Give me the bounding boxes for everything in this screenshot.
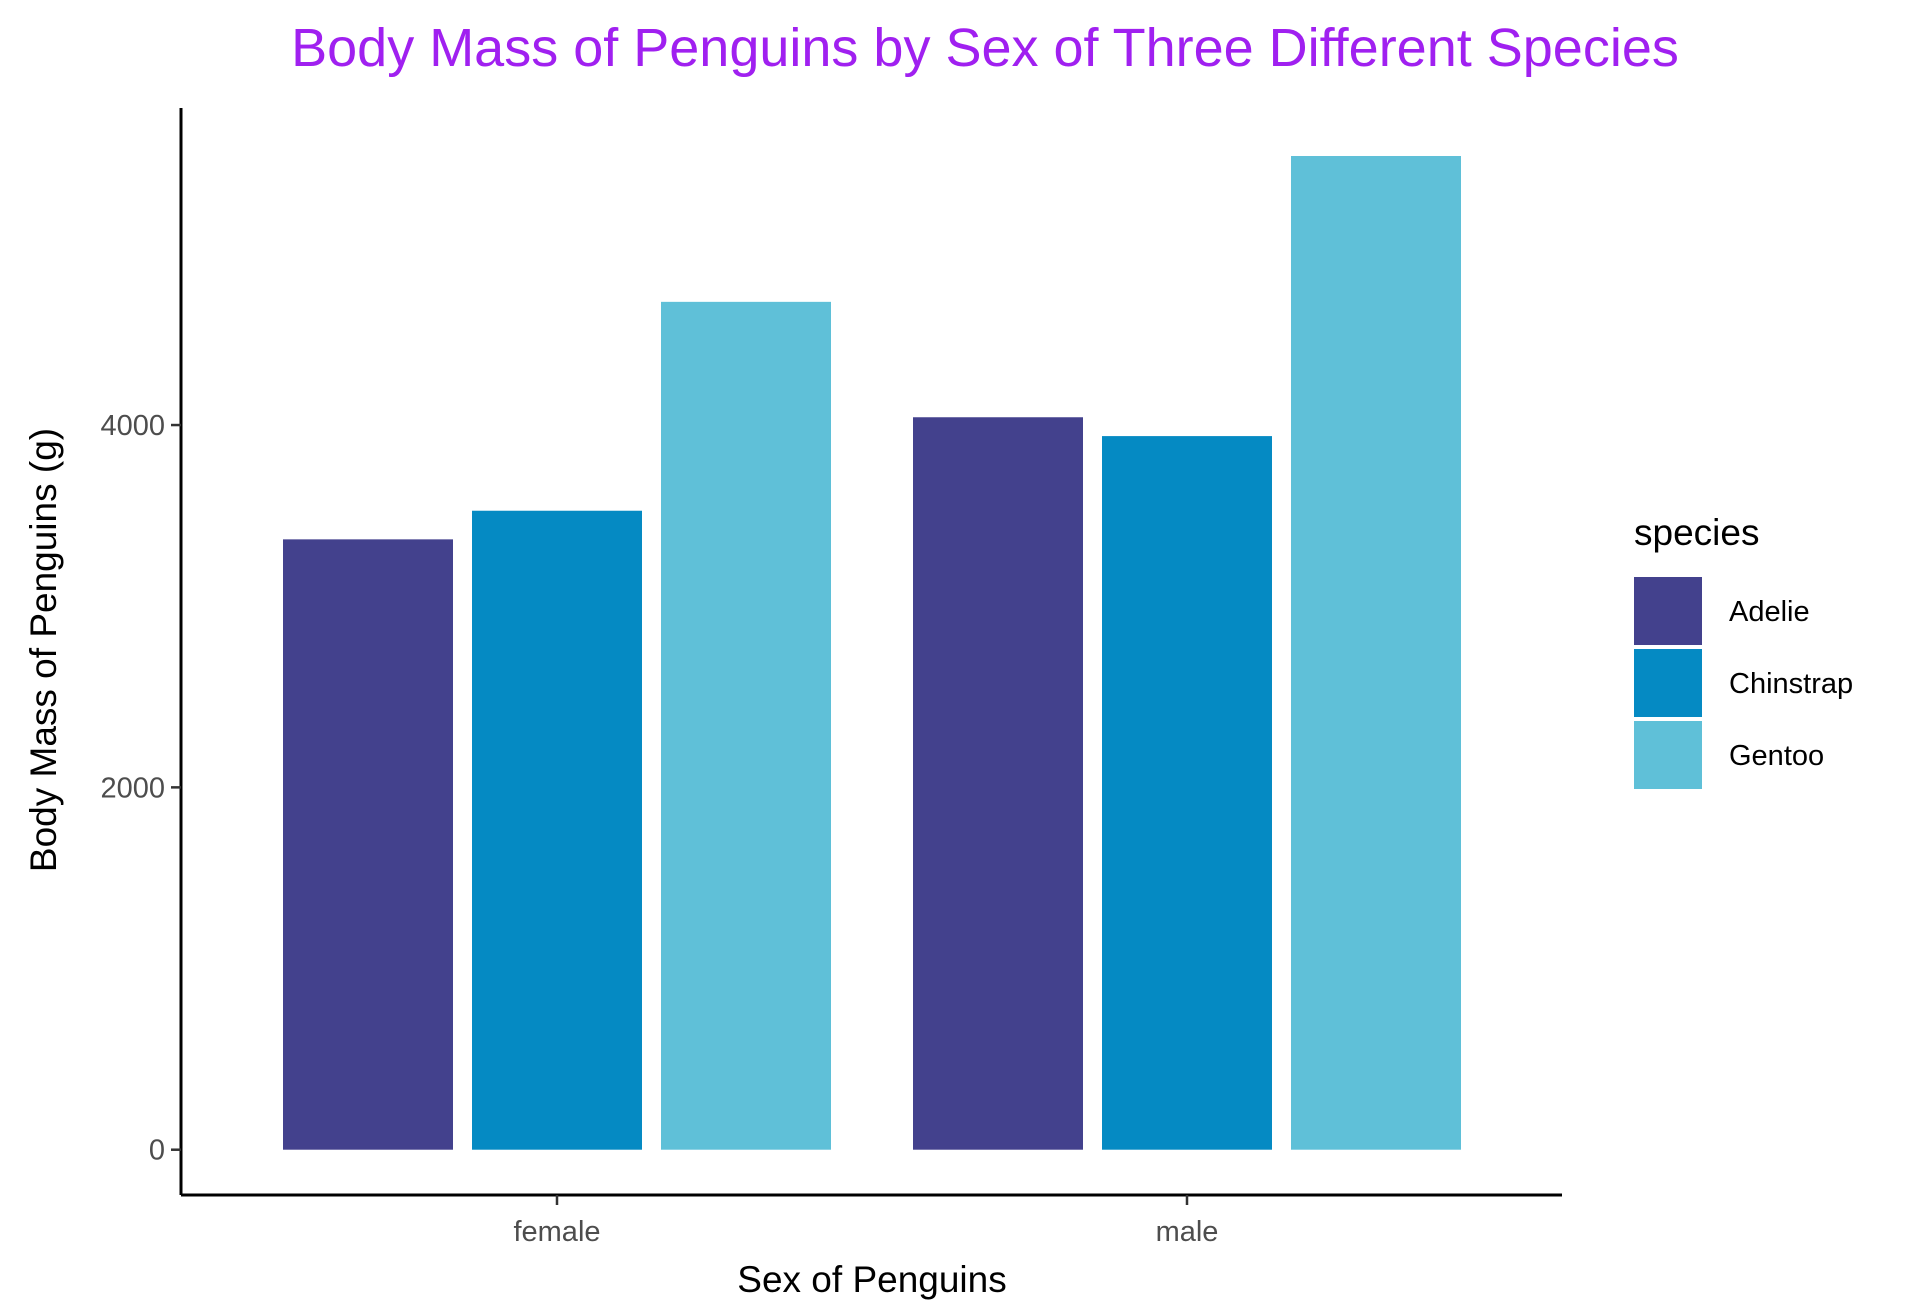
bar-male-chinstrap bbox=[1102, 436, 1272, 1150]
legend-key-gentoo bbox=[1634, 721, 1702, 789]
x-axis-title: Sex of Penguins bbox=[737, 1259, 1006, 1300]
legend-key-adelie bbox=[1634, 577, 1702, 645]
bar-male-adelie bbox=[913, 417, 1083, 1150]
bar-female-adelie bbox=[283, 539, 453, 1150]
y-tick-label-2000: 2000 bbox=[100, 772, 165, 804]
legend-label-chinstrap: Chinstrap bbox=[1729, 668, 1853, 700]
bar-female-chinstrap bbox=[472, 510, 642, 1150]
y-tick-label-4000: 4000 bbox=[100, 410, 165, 442]
bar-male-gentoo bbox=[1291, 156, 1461, 1150]
chart-title: Body Mass of Penguins by Sex of Three Di… bbox=[291, 18, 1679, 78]
x-axis: female male bbox=[181, 1193, 1562, 1248]
legend-label-gentoo: Gentoo bbox=[1729, 740, 1824, 772]
y-tick-label-0: 0 bbox=[149, 1135, 165, 1167]
x-tick-label-male: male bbox=[1156, 1216, 1219, 1248]
bar-female-gentoo bbox=[661, 301, 831, 1150]
legend-title: species bbox=[1634, 512, 1759, 553]
bars-group bbox=[283, 156, 1461, 1150]
legend-label-adelie: Adelie bbox=[1729, 596, 1810, 628]
legend-key-chinstrap bbox=[1634, 649, 1702, 717]
x-tick-label-female: female bbox=[513, 1216, 600, 1248]
legend: species Adelie Chinstrap Gentoo bbox=[1634, 512, 1853, 789]
y-axis-title: Body Mass of Penguins (g) bbox=[23, 428, 64, 872]
y-axis: 0 2000 4000 bbox=[100, 108, 183, 1195]
